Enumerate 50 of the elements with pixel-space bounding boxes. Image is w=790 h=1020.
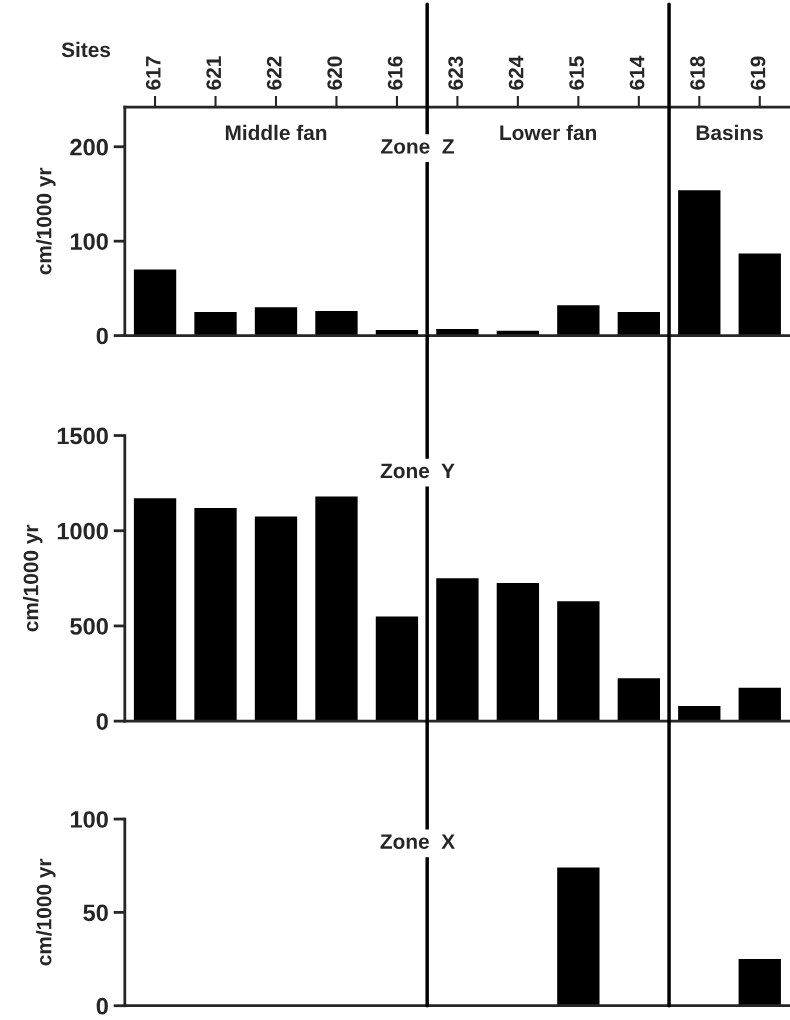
bar [375, 616, 419, 722]
bar [254, 307, 298, 336]
text: Zone X [380, 834, 455, 849]
y-tick-label: 1500 [57, 427, 108, 445]
bar [194, 311, 237, 336]
bar [557, 305, 600, 336]
y-tick-label: 0 [96, 327, 108, 345]
y-tick-label: 50 [83, 904, 108, 922]
bar [315, 496, 358, 722]
annotation: Basins [696, 124, 763, 141]
bar [496, 583, 540, 722]
y-tick-label: 100 [70, 233, 108, 250]
x-tick-label: 616 [387, 56, 403, 90]
y-axis-title: cm/1000 yr [23, 524, 43, 632]
bar [133, 498, 177, 722]
bar [678, 190, 721, 336]
bar [315, 311, 358, 336]
text: Zone Y [380, 463, 455, 479]
bar [557, 601, 600, 722]
x-tick-label: 622 [266, 56, 282, 90]
text: Zone Z [381, 139, 454, 154]
y-tick-label: 0 [96, 997, 108, 1015]
bar [254, 516, 298, 722]
bar [678, 705, 721, 722]
x-tick-label: 618 [690, 56, 705, 90]
y-tick-label: 500 [70, 618, 108, 635]
bar [133, 269, 177, 336]
x-tick-label: 621 [206, 56, 222, 90]
y-tick-label: 100 [70, 811, 108, 828]
bar [617, 311, 660, 336]
bar [738, 253, 781, 336]
bar [738, 687, 781, 722]
annotation: Middle fan [225, 124, 327, 141]
x-tick-label: 624 [508, 55, 524, 90]
x-tick-label: 617 [145, 56, 161, 90]
bar [194, 507, 237, 722]
bar [436, 578, 479, 722]
bar [617, 678, 660, 722]
y-tick-label: 1000 [57, 522, 108, 540]
x-tick-label: 623 [448, 56, 464, 90]
x-tick-label: 619 [750, 56, 766, 90]
x-tick-label: 614 [629, 55, 645, 90]
y-axis-title: cm/1000 yr [36, 167, 56, 275]
x-tick-label: 620 [327, 56, 343, 90]
annotation: Lower fan [500, 124, 597, 141]
y-axis-title: cm/1000 yr [36, 858, 56, 966]
y-tick-label: 0 [96, 713, 108, 730]
x-tick-label: 615 [569, 56, 584, 90]
y-tick-label: 200 [70, 138, 108, 156]
x-axis-title: Sites [61, 41, 111, 58]
